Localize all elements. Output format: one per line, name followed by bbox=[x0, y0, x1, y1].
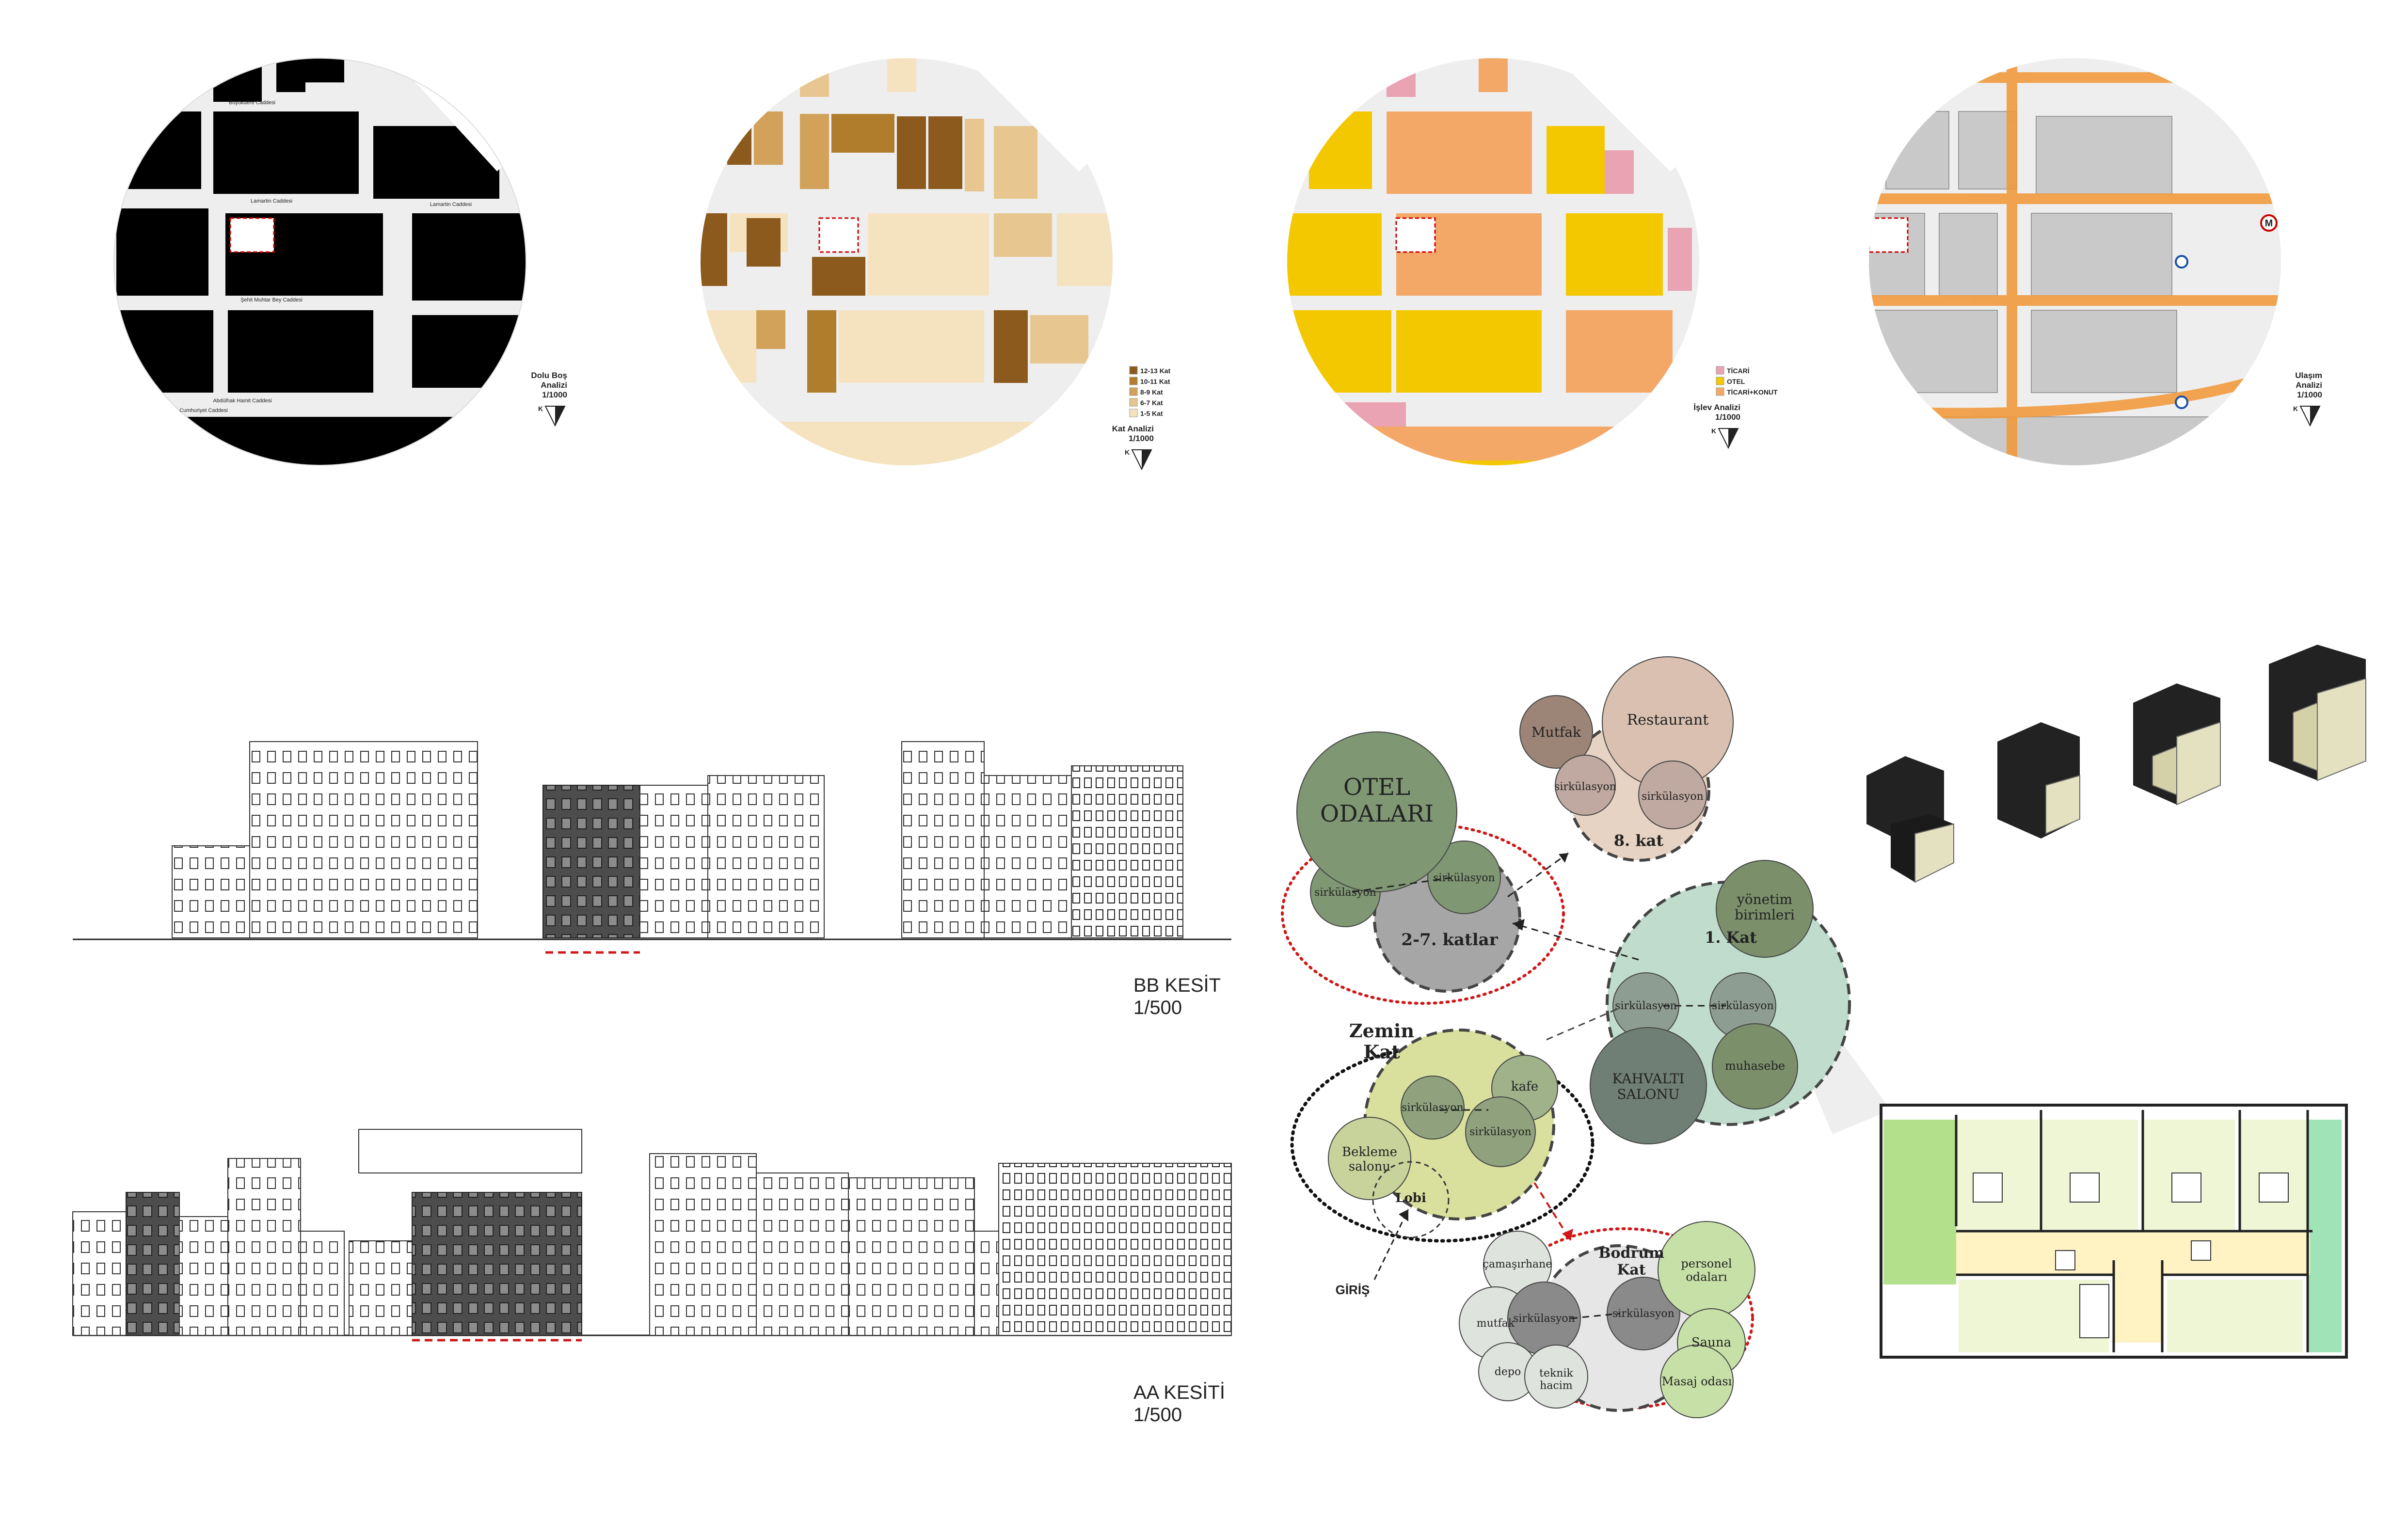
bb-title: BB KESİT bbox=[1133, 975, 1221, 996]
map-title: Dolu Boş bbox=[531, 371, 567, 380]
map-title: Ulaşım bbox=[2295, 371, 2322, 380]
aa-scale: 1/500 bbox=[1133, 1404, 1182, 1426]
north-label: K bbox=[538, 405, 543, 412]
map-title: 1/1000 bbox=[2297, 390, 2322, 399]
bubble-yonetim-label: yönetim birimleri bbox=[1735, 891, 1795, 923]
street-label: Cumhuriyet Caddesi bbox=[179, 408, 228, 413]
bubble-sirkulasyon-label: sirkülasyon bbox=[1554, 781, 1616, 793]
massing-4 bbox=[2269, 645, 2366, 781]
legend-swatch bbox=[1716, 387, 1724, 396]
bubble-sirkulasyon-label: sirkülasyon bbox=[1712, 1000, 1774, 1012]
map-dolu-bos bbox=[113, 58, 526, 466]
aa-section-title: AA KESİTİ 1/500 bbox=[1133, 1381, 1225, 1426]
legend-label: 8-9 Kat bbox=[1140, 388, 1163, 396]
bubble-kafe-label: kafe bbox=[1511, 1079, 1538, 1094]
bubble-mutfak-b-label: mutfak bbox=[1477, 1317, 1515, 1330]
north-arrow-fill bbox=[2310, 406, 2320, 426]
massing-1 bbox=[1866, 756, 1954, 883]
legend-label: 12-13 Kat bbox=[1140, 367, 1171, 375]
bubble-sirkulasyon-label: sirkülasyon bbox=[1513, 1313, 1575, 1325]
legend-label: 1-5 Kat bbox=[1140, 410, 1163, 417]
bubble-sirkulasyon-label: sirkülasyon bbox=[1612, 1308, 1674, 1320]
bubble-depo-label: depo bbox=[1495, 1366, 1521, 1378]
bb-section-title: BB KESİT 1/500 bbox=[1133, 974, 1221, 1019]
legend-swatch bbox=[1129, 409, 1138, 417]
bubble-bekleme-label: Bekleme salonu bbox=[1342, 1145, 1397, 1174]
bubble-restaurant-label: Restaurant bbox=[1627, 712, 1709, 729]
floor-plan bbox=[1880, 1104, 2348, 1359]
bubble-sirkulasyon-label: sirkülasyon bbox=[1402, 1102, 1464, 1114]
bubble-camasirhane-label: çamaşırhane bbox=[1483, 1258, 1552, 1270]
legend-swatch bbox=[1129, 387, 1138, 396]
aa-section-drawing bbox=[72, 1129, 1232, 1342]
metro-icon: M bbox=[2265, 218, 2273, 229]
legend-label: OTEL bbox=[1727, 378, 1745, 385]
map-title: Analizi bbox=[541, 380, 567, 390]
legend-label: 10-11 Kat bbox=[1140, 378, 1170, 385]
north-arrow-fill bbox=[555, 406, 565, 426]
street-label: Lamartin Caddesi bbox=[430, 202, 472, 207]
north-arrow-fill bbox=[1728, 428, 1738, 448]
north-label: K bbox=[1125, 448, 1130, 456]
north-arrow-fill bbox=[1142, 450, 1151, 469]
bubble-bodrum-kat-label: Bodrum Kat bbox=[1598, 1245, 1664, 1279]
bubble-kat-1-label: 1. Kat bbox=[1705, 928, 1757, 947]
bubble-kat-8-label: 8. kat bbox=[1614, 831, 1663, 850]
street-label: Abdülhak Hamit Caddesi bbox=[213, 398, 271, 404]
massing-3 bbox=[2133, 683, 2221, 806]
bubble-katlar-2-7-label: 2-7. katlar bbox=[1401, 930, 1498, 950]
bubble-sirkulasyon-label: sirkülasyon bbox=[1615, 1000, 1677, 1012]
street-label: Lamartin Caddesi bbox=[251, 198, 292, 204]
map-kat bbox=[701, 58, 1113, 465]
map-ulasim: M bbox=[1869, 58, 2281, 465]
bubble-zemin-kat-label: Zemin Kat bbox=[1349, 1020, 1414, 1063]
aa-title: AA KESİTİ bbox=[1133, 1382, 1225, 1403]
bubble-muhasebe-label: muhasebe bbox=[1725, 1059, 1785, 1073]
bubble-labels: OTEL ODALARI 2-7. katlar Mutfak Restaurant si… bbox=[1314, 712, 1795, 1392]
map-title: Kat Analizi bbox=[1112, 424, 1154, 433]
map-title: 1/1000 bbox=[1129, 434, 1154, 443]
massing-models bbox=[1866, 645, 2366, 883]
legend-label: TİCARİ bbox=[1727, 367, 1750, 375]
street-label: Büyükdere Caddesi bbox=[229, 100, 275, 106]
bubble-sirkulasyon-label: sirkülasyon bbox=[1314, 887, 1376, 899]
map-islev bbox=[1287, 58, 1699, 465]
north-label: K bbox=[1711, 427, 1716, 435]
bubble-lobi-label: Lobi bbox=[1395, 1191, 1426, 1205]
bubble-personel-label: personel odaları bbox=[1681, 1257, 1732, 1284]
legend-swatch bbox=[1129, 366, 1138, 375]
massing-2 bbox=[1997, 722, 2080, 839]
legend-swatch bbox=[1129, 377, 1138, 385]
legend-label: TİCARİ+KONUT bbox=[1727, 388, 1778, 396]
bubble-diagram bbox=[1281, 656, 1891, 1418]
bubble-masaj-label: Masaj odası bbox=[1662, 1375, 1732, 1388]
bubble-teknik-label: teknik hacim bbox=[1539, 1367, 1573, 1392]
legend-label: 6-7 Kat bbox=[1140, 399, 1163, 407]
map-title: Analizi bbox=[2296, 380, 2322, 390]
legend-swatch bbox=[1716, 366, 1724, 375]
north-label: K bbox=[2293, 405, 2298, 412]
street-label: Şehit Muhtar Bey Caddesi bbox=[240, 297, 303, 303]
legend-swatch bbox=[1129, 398, 1138, 407]
bubble-sirkulasyon-label: sirkülasyon bbox=[1469, 1126, 1531, 1138]
bb-scale: 1/500 bbox=[1133, 997, 1182, 1018]
map-title: 1/1000 bbox=[1715, 412, 1740, 422]
bubble-kahvalti-label: KAHVALTI SALONU bbox=[1612, 1071, 1684, 1102]
bubble-sauna-label: Sauna bbox=[1691, 1335, 1731, 1350]
bb-section-drawing bbox=[73, 741, 1231, 954]
bubble-sirkulasyon-label: sirkülasyon bbox=[1433, 872, 1495, 884]
bubble-giris-label: GİRİŞ bbox=[1336, 1283, 1370, 1297]
legend-swatch bbox=[1716, 377, 1724, 385]
bubble-sirkulasyon-label: sirkülasyon bbox=[1642, 791, 1704, 803]
bubble-mutfak-label: Mutfak bbox=[1531, 724, 1581, 740]
map-title: 1/1000 bbox=[542, 390, 567, 399]
bubble-otel-odalari-label: OTEL ODALARI bbox=[1320, 774, 1434, 827]
map-title: İşlev Analizi bbox=[1693, 403, 1740, 412]
